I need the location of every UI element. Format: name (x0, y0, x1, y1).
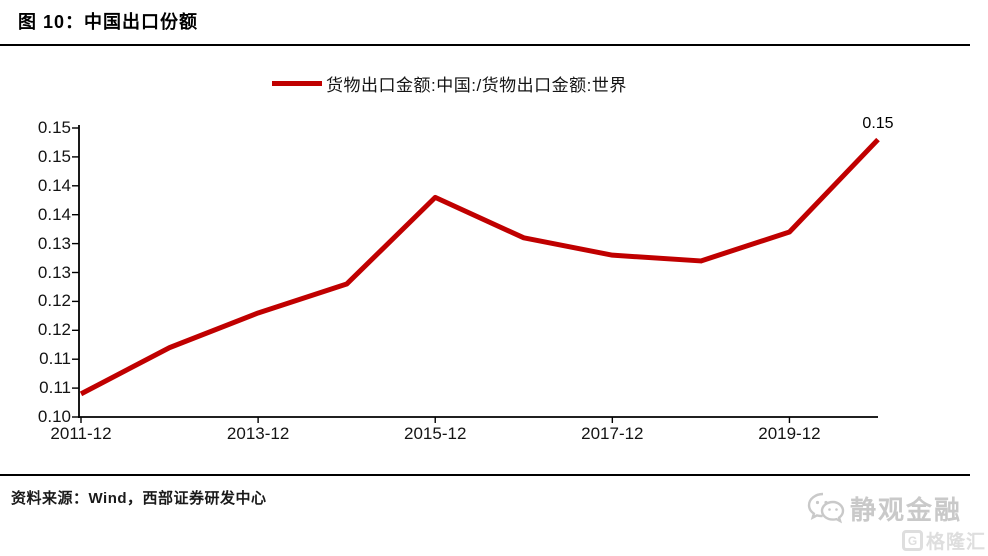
y-tick-label: 0.15 (37, 118, 71, 137)
y-tick-label: 0.12 (37, 291, 71, 311)
figure-title: 图 10：中国出口份额 (18, 12, 199, 32)
gelonghui-badge: G 格隆汇 (901, 527, 986, 554)
data-line (79, 137, 880, 397)
watermark: 静观金融 G 格隆汇 (806, 490, 988, 554)
wechat-icon (807, 492, 845, 523)
gelonghui-g-icon: G (901, 530, 923, 551)
x-tick-label: 2015-12 (404, 424, 467, 443)
x-tick-label: 2013-12 (226, 424, 290, 443)
legend-label: 货物出口金额:中国:/货物出口金额:世界 (326, 75, 627, 95)
x-tick-label: 2017-12 (581, 424, 644, 443)
footer-divider (0, 474, 970, 476)
y-tick-label: 0.15 (37, 146, 71, 166)
x-tick-label: 2019-12 (758, 424, 821, 443)
source-note: 资料来源：Wind，西部证券研发中心 (11, 490, 267, 507)
y-tick-label: 0.13 (37, 233, 71, 253)
legend-line-swatch (272, 80, 322, 86)
y-tick-label: 0.13 (37, 262, 71, 282)
chart-legend: 货物出口金额:中国:/货物出口金额:世界 (272, 70, 627, 96)
x-tick-label: 2011-12 (50, 424, 112, 443)
y-tick-label: 0.10 (37, 407, 71, 426)
watermark-brand: 静观金融 (850, 495, 963, 525)
gelonghui-badge-text: 格隆汇 (925, 532, 986, 553)
y-tick-label: 0.12 (37, 320, 71, 340)
y-tick-label: 0.11 (39, 378, 71, 398)
y-tick-label: 0.11 (39, 349, 71, 369)
title-divider (0, 44, 970, 46)
y-tick-label: 0.14 (37, 175, 71, 195)
y-tick-label: 0.14 (37, 204, 71, 224)
end-value-label: 0.15 (862, 114, 894, 132)
